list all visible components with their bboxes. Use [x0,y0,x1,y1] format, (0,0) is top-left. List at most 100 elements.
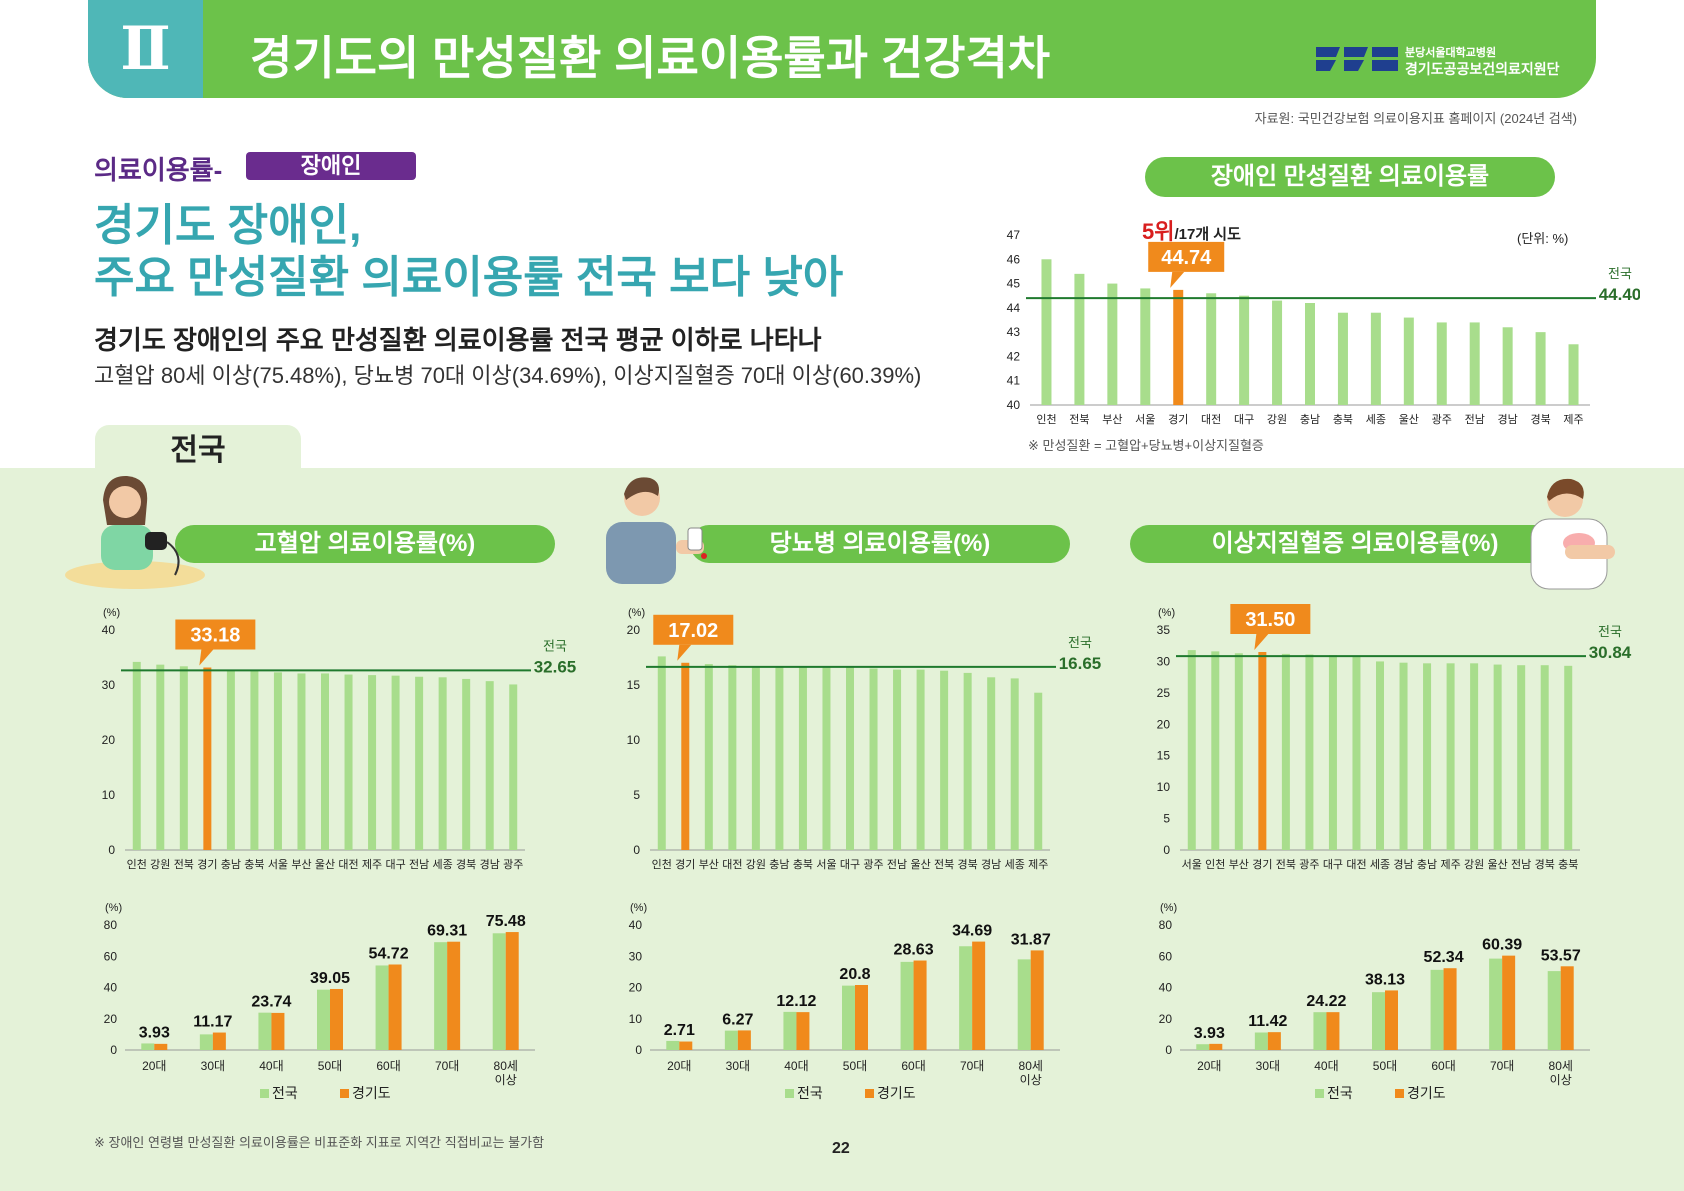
x-tick-label: 제주 [1440,858,1460,871]
data-label: 53.57 [1541,947,1581,964]
x-tick-label: 전남 [1465,413,1485,426]
bar-대전 [728,665,737,850]
reference-value-label: 32.65 [534,657,577,676]
y-tick-label: 45 [1007,277,1021,291]
legend-swatch-national [1315,1089,1324,1098]
data-label: 54.72 [369,946,409,963]
x-tick-label: 30대 [201,1059,225,1073]
bar-gyeonggi [154,1043,168,1050]
x-tick-label: 경기 [1252,858,1272,871]
y-axis-unit: (%) [1160,902,1177,914]
y-tick-label: 0 [1165,1043,1172,1057]
x-tick-label: 경기 [675,858,695,871]
bar-부산 [1234,653,1243,850]
bar-서울 [822,667,831,850]
bar-광주 [1436,322,1447,405]
y-tick-label: 43 [1007,325,1021,339]
bar-gyeonggi [212,1032,226,1050]
x-tick-label: 60대 [901,1059,925,1073]
x-tick-label: 충남 [1417,858,1437,871]
y-axis-unit: (%) [105,902,122,914]
logo-line2: 경기도공공보건의료지원단 [1405,61,1560,77]
x-tick-label: 대구 [1234,413,1254,426]
x-tick-label: 인천 [127,857,147,871]
bar-세종 [1376,661,1384,850]
x-tick-label: 강원 [150,858,170,871]
x-tick-label: 40대 [259,1059,283,1073]
x-tick-label: 20대 [667,1059,691,1073]
bar-gyeonggi [388,964,402,1050]
x-tick-label: 울산 [1399,413,1419,426]
bar-경북 [1540,665,1549,850]
diab-age-chart: (%) 0 10 20 30 40 2.71 20대 6.27 30대 12.12 40대 20.8 50… [629,902,1060,1100]
bar-인천 [132,661,141,850]
bar-울산 [916,669,925,850]
legend-label-national: 전국 [1327,1085,1353,1100]
bar-national [492,933,506,1050]
bar-gyeonggi [1030,950,1044,1050]
x-tick-label: 서울 [268,858,288,871]
x-tick-label: 경기 [1168,413,1188,426]
bar-제주 [368,675,377,850]
bar-gyeonggi [796,1012,810,1050]
x-tick-label: 전북 [174,858,194,871]
x-tick-label: 경기 [197,858,217,871]
bar-경북 [462,678,471,850]
x-tick-label: 경북 [456,858,476,871]
data-label: 34.69 [952,923,992,940]
highlight-value-label: 17.02 [668,620,718,642]
bar-gyeonggi [271,1012,285,1050]
x-tick-label: 경남 [1498,413,1518,426]
callout-box [1148,241,1225,272]
bar-gyeonggi [1443,968,1457,1050]
highlight-value-label: 44.74 [1161,247,1212,269]
callout-box [1230,604,1311,634]
legend-label-gyeonggi: 경기도 [1407,1085,1446,1100]
bar-gyeonggi [913,960,927,1050]
x-tick-label: 제주 [1563,413,1583,426]
bar-인천 [1211,651,1220,850]
top-chart: 40 41 42 43 44 45 46 47 인천 전북 부산 서울 경기 44.74 대전 대구 강원 충남 충… [1007,228,1640,426]
bar-gyeonggi [737,1030,751,1050]
y-tick-label: 20 [1157,717,1171,731]
y-tick-label: 30 [1157,654,1171,668]
x-tick-label: 전남 [409,858,429,871]
data-label: 20.8 [839,966,870,983]
bar-제주 [1568,344,1579,405]
lipid-region-chart: (%) 0 5 10 15 20 25 30 35 서울 인천 부산 경기 31.50 전북 광주 대구 대전 세종… [1157,604,1632,871]
keyword-prefix: 의료이용률- [94,155,223,185]
y-tick-label: 40 [1007,398,1021,412]
x-tick-label: 전북 [1276,858,1296,871]
x-tick-label: 경북 [958,858,978,871]
page-title: 경기도의 만성질환 의료이용률과 건강격차 [250,32,1051,84]
bar-경기 [1258,652,1267,850]
bar-gyeonggi [1209,1043,1223,1050]
bar-강원 [1470,663,1479,850]
x-tick-label: 서울 [1182,858,1202,871]
bar-경기 [681,662,690,850]
x-tick-label: 인천 [1205,857,1225,871]
bar-national [317,989,330,1050]
x-tick-label: 울산 [1488,858,1508,871]
bar-national [1017,959,1031,1050]
y-tick-label: 10 [1157,780,1171,794]
bar-세종 [438,677,447,850]
bar-부산 [297,673,306,850]
callout-box [175,619,256,650]
y-axis-unit: (%) [630,902,647,914]
y-tick-label: 10 [629,1012,643,1026]
x-tick-label: 충북 [1333,413,1353,426]
bar-national [959,946,973,1050]
reference-value-label: 16.65 [1059,654,1102,673]
headline-line1: 경기도 장애인, [94,201,362,250]
y-tick-label: 60 [104,949,118,963]
bar-national [1430,969,1444,1050]
bar-울산 [1493,664,1502,850]
data-label: 2.71 [664,1022,695,1039]
bar-national [258,1012,272,1050]
bar-인천 [657,656,666,850]
data-label: 24.22 [1306,993,1346,1010]
bar-national [375,965,389,1050]
x-tick-label: 50대 [1373,1059,1397,1073]
x-tick-label: 인천 [1036,412,1056,426]
